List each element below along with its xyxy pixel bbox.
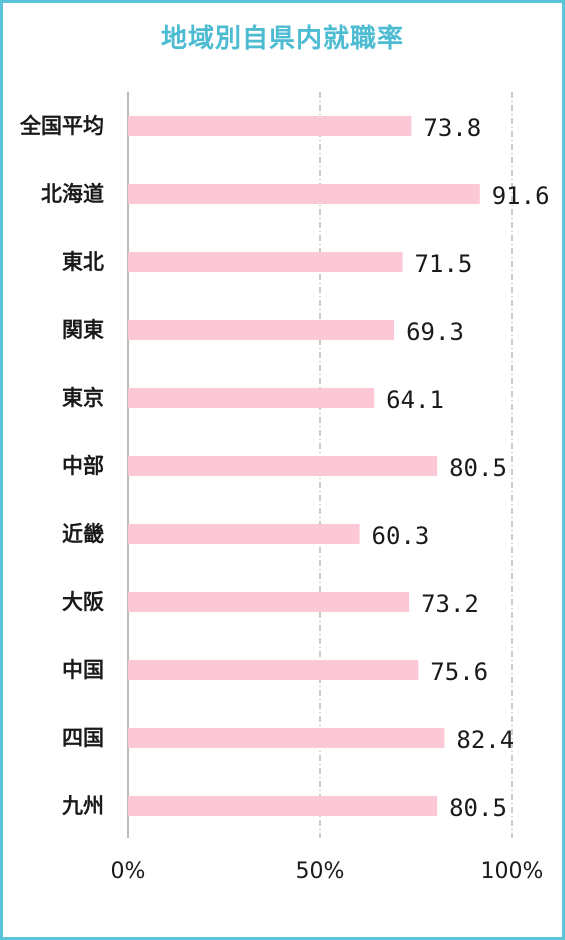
- x-tick-label: 50%: [296, 859, 345, 884]
- value-label: 75.6: [430, 658, 488, 686]
- category-label: 東北: [62, 250, 104, 274]
- value-label: 60.3: [372, 522, 430, 550]
- value-label: 80.5: [449, 454, 507, 482]
- bar: [128, 524, 360, 544]
- value-label: 82.4: [456, 726, 514, 754]
- category-label: 東京: [62, 386, 104, 410]
- x-tick-label: 100%: [481, 859, 544, 884]
- bar: [128, 456, 438, 476]
- category-label: 九州: [61, 794, 104, 818]
- value-label: 91.6: [492, 182, 550, 210]
- bar: [128, 796, 438, 816]
- bar: [128, 320, 395, 340]
- category-label: 全国平均: [19, 114, 104, 138]
- chart-title: 地域別自県内就職率: [160, 24, 404, 54]
- category-label: 近畿: [62, 522, 104, 546]
- bar: [128, 388, 375, 408]
- category-label: 北海道: [41, 182, 104, 206]
- value-label: 73.2: [421, 590, 479, 618]
- category-label: 中国: [62, 658, 104, 682]
- value-label: 80.5: [449, 794, 507, 822]
- x-tick-label: 0%: [111, 859, 146, 884]
- bar: [128, 728, 445, 748]
- value-label: 71.5: [415, 250, 473, 278]
- value-label: 64.1: [386, 386, 444, 414]
- category-label: 大阪: [62, 590, 105, 614]
- bar: [128, 592, 410, 612]
- value-label: 69.3: [406, 318, 464, 346]
- category-label: 中部: [62, 454, 104, 478]
- value-label: 73.8: [423, 114, 481, 142]
- bar: [128, 660, 419, 680]
- category-label: 関東: [62, 318, 104, 342]
- category-label: 四国: [62, 726, 104, 750]
- bar: [128, 252, 403, 272]
- bar: [128, 184, 480, 204]
- bar: [128, 116, 412, 136]
